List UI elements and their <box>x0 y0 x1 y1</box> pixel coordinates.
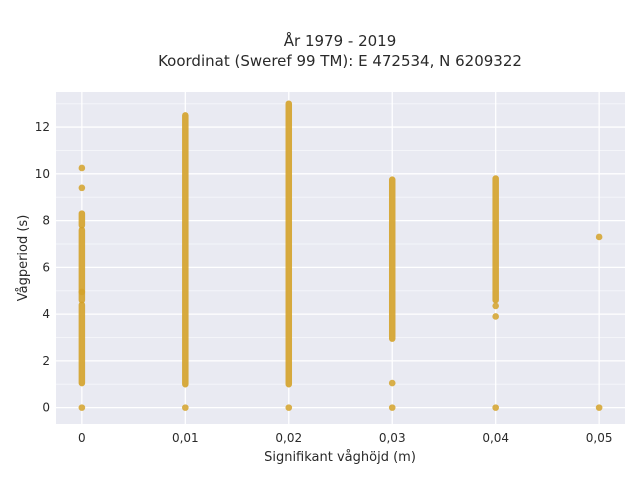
x-tick-label: 0,01 <box>172 431 199 445</box>
data-point <box>182 404 189 411</box>
data-point <box>492 313 499 320</box>
x-axis-title: Signifikant våghöjd (m) <box>264 450 416 465</box>
y-tick-label: 2 <box>42 354 50 368</box>
data-point <box>78 164 86 172</box>
data-point <box>285 404 293 411</box>
data-point <box>388 379 396 387</box>
data-point <box>595 404 603 411</box>
y-tick-label: 4 <box>42 307 50 321</box>
x-tick-labels: 0 0,01 0,02 0,03 0,04 0,05 <box>78 431 612 445</box>
data-point <box>78 288 86 296</box>
y-tick-label: 6 <box>42 260 50 274</box>
plot-area <box>56 92 625 424</box>
y-tick-label: 8 <box>42 214 50 228</box>
data-point <box>595 233 603 241</box>
y-tick-labels: 0 2 4 6 8 10 12 <box>35 120 50 415</box>
y-axis-title: Vågperiod (s) <box>16 215 31 302</box>
x-tick-label: 0,02 <box>275 431 302 445</box>
y-tick-label: 10 <box>35 167 50 181</box>
chart-title-line-1: År 1979 - 2019 <box>284 31 397 50</box>
y-tick-label: 12 <box>35 120 50 134</box>
data-point <box>78 184 86 192</box>
x-tick-label: 0,05 <box>586 431 613 445</box>
y-tick-label: 0 <box>42 401 50 415</box>
data-point <box>388 404 396 411</box>
x-tick-label: 0 <box>78 431 86 445</box>
data-points <box>78 100 603 411</box>
chart-title-line-2: Koordinat (Sweref 99 TM): E 472534, N 62… <box>158 52 522 70</box>
data-point <box>492 404 499 411</box>
data-point <box>492 302 499 310</box>
data-point <box>78 404 86 411</box>
x-tick-label: 0,04 <box>482 431 509 445</box>
x-tick-label: 0,03 <box>379 431 406 445</box>
